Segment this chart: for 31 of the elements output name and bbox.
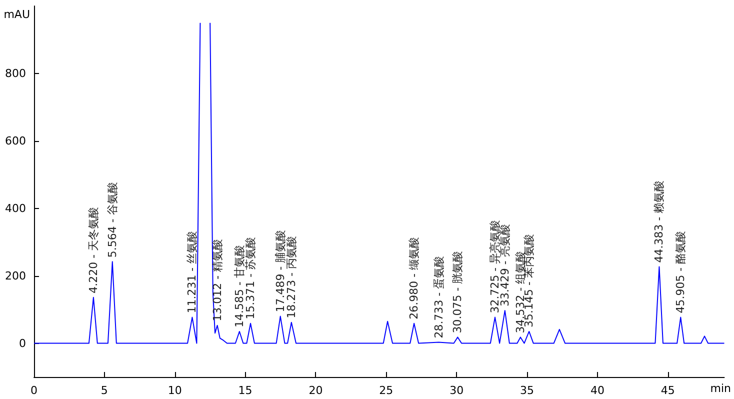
y-tick-label: 0 — [19, 336, 26, 350]
annotation: 32.725 - 异亮氨酸 — [488, 220, 502, 314]
x-tick-label: 5 — [100, 384, 108, 397]
annotation: 4.220 - 天冬氨酸 — [86, 206, 100, 294]
x-tick-label: 15 — [238, 384, 252, 397]
annotation: 26.980 - 缬氨酸 — [408, 236, 421, 320]
annotation: 30.075 - 胱氨酸 — [451, 250, 464, 334]
annotation: 28.733 - 蛋氨酸 — [432, 256, 446, 338]
annotation: 15.371 - 苏氨酸 — [244, 236, 258, 320]
x-axis-title: min — [710, 382, 732, 395]
annotation: 11.231 - 丝氨酸 — [186, 230, 199, 314]
y-tick-label: 600 — [5, 134, 26, 148]
y-tick-label: 200 — [5, 269, 26, 282]
x-tick-label: 25 — [379, 384, 394, 397]
x-tick-label: 30 — [450, 384, 464, 397]
x-tick-label: 0 — [30, 384, 38, 397]
x-tick-label: 45 — [660, 384, 675, 397]
x-tick-label: 20 — [308, 384, 323, 397]
annotation: 45.905 - 酪氨酸 — [674, 230, 688, 314]
annotation: 17.489 - 脯氨酸 — [274, 230, 287, 312]
annotation: 5.564 - 谷氨酸 — [106, 182, 119, 258]
y-tick-label: 800 — [5, 66, 26, 80]
y-axis-title: mAU — [4, 8, 30, 21]
x-tick-label: 40 — [590, 384, 604, 397]
annotation: 13.012 - 精氨酸 — [210, 238, 224, 322]
annotation: 18.273 - 丙氨酸 — [284, 236, 298, 318]
annotation: 14.585 - 甘氨酸 — [232, 245, 246, 328]
x-tick-label: 35 — [520, 384, 534, 397]
annotation: 44.383 - 赖氨酸 — [652, 180, 666, 263]
x-tick-label: 10 — [168, 384, 182, 397]
y-tick-label: 400 — [5, 202, 26, 215]
